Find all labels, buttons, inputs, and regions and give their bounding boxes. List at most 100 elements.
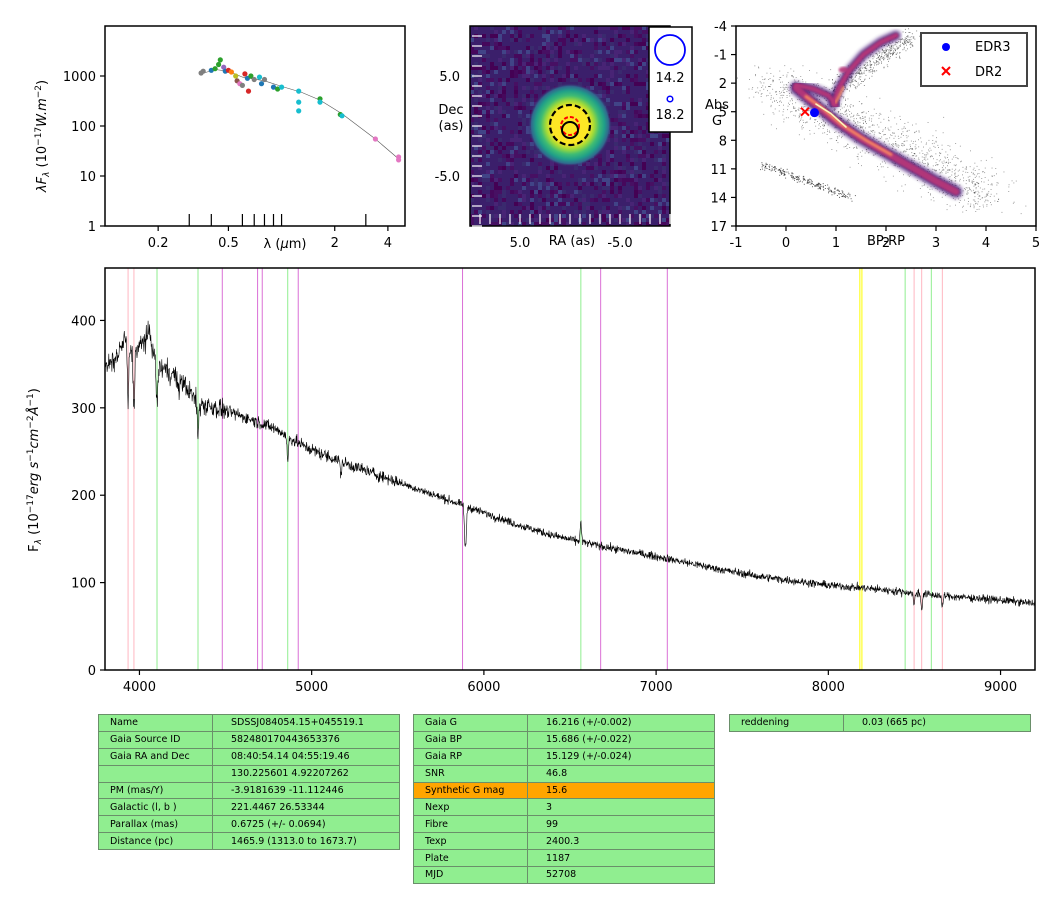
- hr-x-tick-label: 1: [832, 236, 840, 251]
- sed-x-tick-label: 0.5: [218, 236, 239, 251]
- spec-y-tick-label: 200: [71, 489, 96, 504]
- object-row: Gaia RA and Dec 08:40:54.14 04:55:19.46: [98, 747, 400, 766]
- photometry-row: MJD 52708: [413, 866, 715, 884]
- hr-ylabel: Abs G: [705, 98, 729, 129]
- sed-point: [233, 73, 239, 79]
- object-row: Parallax (mas) 0.6725 (+/- 0.0694): [98, 815, 400, 834]
- sed-point: [245, 88, 252, 94]
- sed-y-tick-label: 1: [88, 220, 96, 235]
- photometry-key: Gaia BP: [413, 730, 528, 749]
- object-key: Gaia Source ID: [98, 730, 213, 749]
- sed-x-tick-label: 2: [331, 236, 339, 251]
- photometry-value: 15.686 (+/-0.022): [527, 730, 715, 749]
- sed-point: [296, 99, 302, 105]
- photometry-row: Gaia G 16.216 (+/-0.002): [413, 714, 715, 732]
- object-value: 08:40:54.14 04:55:19.46: [212, 747, 400, 766]
- magnitude-legend: 14.2 18.2: [648, 26, 693, 133]
- source-aperture: [548, 103, 592, 147]
- object-info-table: Name SDSSJ084054.15+045519.1 Gaia Source I…: [98, 714, 400, 851]
- sed-x-tick-label: 4: [384, 236, 392, 251]
- sed-y-tick-label: 100: [71, 120, 96, 135]
- sed-point: [200, 68, 206, 74]
- object-value: 0.6725 (+/- 0.0694): [212, 815, 400, 834]
- object-key: Gaia RA and Dec: [98, 747, 213, 766]
- legend-edr3: EDR3: [975, 40, 1011, 55]
- object-key: Name: [98, 714, 213, 732]
- sed-point: [279, 84, 285, 90]
- sed-point: [221, 64, 227, 70]
- sed-point: [256, 74, 263, 80]
- sed-point: [317, 99, 323, 105]
- source-ring: [561, 121, 579, 139]
- hr-y-tick-label: 8: [719, 134, 727, 149]
- hr-y-tick-label: -4: [714, 20, 727, 35]
- photometry-value: 16.216 (+/-0.002): [527, 714, 715, 732]
- hr-x-tick-label: -1: [730, 236, 743, 251]
- object-value: -3.9181639 -11.112446: [212, 781, 400, 800]
- object-value: SDSSJ084054.15+045519.1: [212, 714, 400, 732]
- spec-x-tick-label: 5000: [295, 680, 328, 695]
- photometry-row: Synthetic G mag 15.6: [413, 781, 715, 800]
- spec-y-tick-label: 400: [71, 314, 96, 329]
- img-ylabel: Dec (as): [438, 103, 463, 134]
- photometry-row: Nexp 3: [413, 798, 715, 817]
- spec-ylabel: Fλ (10−17erg s−1cm−2Å−1): [26, 388, 44, 552]
- sed-point: [275, 86, 281, 92]
- spec-y-tick-label: 100: [71, 577, 96, 592]
- hr-y-tick-label: -1: [714, 49, 727, 64]
- spec-y-tick-label: 0: [88, 664, 96, 679]
- photometry-key: Gaia G: [413, 714, 528, 732]
- object-key: Distance (pc): [98, 832, 213, 851]
- spec-x-tick-label: 8000: [812, 680, 845, 695]
- photometry-key: Fibre: [413, 815, 528, 834]
- sed-point: [339, 113, 345, 119]
- img-x-tick-label: 5.0: [510, 236, 531, 251]
- source-marker: [560, 116, 580, 136]
- extinction-table: reddening 0.03 (665 pc): [729, 714, 1031, 732]
- spec-y-tick-label: 300: [71, 402, 96, 417]
- object-value: 130.225601 4.92207262: [212, 764, 400, 783]
- faint-mag-marker: [666, 95, 674, 103]
- object-value: 582480170443653376: [212, 730, 400, 749]
- hr-y-tick-label: 2: [719, 77, 727, 92]
- photometry-key: Plate: [413, 849, 528, 868]
- hr-legend: EDR3 DR2: [920, 32, 1028, 87]
- sed-point: [296, 108, 302, 114]
- photometry-key: Synthetic G mag: [413, 781, 528, 800]
- hr-y-tick-label: 17: [710, 220, 727, 235]
- sed-point: [239, 82, 245, 88]
- hr-y-tick-label: 5: [719, 106, 727, 121]
- sed-point: [258, 81, 265, 87]
- img-x-tick-label: -5.0: [607, 236, 632, 251]
- sed-point: [216, 61, 222, 68]
- hr-y-tick-label: 11: [710, 163, 727, 178]
- sed-xlabel: λ (μm): [264, 237, 307, 252]
- sed-point: [251, 76, 257, 83]
- photometry-key: Nexp: [413, 798, 528, 817]
- photometry-row: Plate 1187: [413, 849, 715, 868]
- object-key: Galactic (l, b ): [98, 798, 213, 817]
- extinction-value: 0.03 (665 pc): [843, 714, 1031, 732]
- object-key: Parallax (mas): [98, 815, 213, 834]
- hr-diagram: -1 0 1 2 3 4 5 -4 -1 2 5 8 11 14 17 EDR3 DR2 BP-RP Abs…: [705, 20, 1040, 251]
- object-key: PM (mas/Y): [98, 781, 213, 800]
- photometry-value: 46.8: [527, 764, 715, 783]
- sed-point: [296, 88, 302, 94]
- hr-x-tick-label: 0: [782, 236, 790, 251]
- spec-x-tick-label: 6000: [467, 680, 500, 695]
- sed-point: [212, 66, 218, 72]
- spectrum-line: [105, 320, 1035, 611]
- photometry-key: Gaia RP: [413, 747, 528, 766]
- photometry-row: Texp 2400.3: [413, 832, 715, 851]
- img-y-tick-label: -5.0: [435, 170, 460, 185]
- sed-point: [396, 157, 402, 163]
- sed-point: [248, 73, 254, 79]
- photometry-value: 1187: [527, 849, 715, 868]
- photometry-value: 15.129 (+/-0.024): [527, 747, 715, 766]
- sed-plot: 0.2 0.5 2 4 1 10 100 1000 λ (μm) λFλ (10−17W.m−…: [34, 25, 406, 252]
- sed-point: [270, 84, 277, 90]
- legend-dr2-marker: [941, 66, 951, 76]
- hr-x-tick-label: 5: [1032, 236, 1040, 251]
- photometry-row: Gaia BP 15.686 (+/-0.022): [413, 730, 715, 749]
